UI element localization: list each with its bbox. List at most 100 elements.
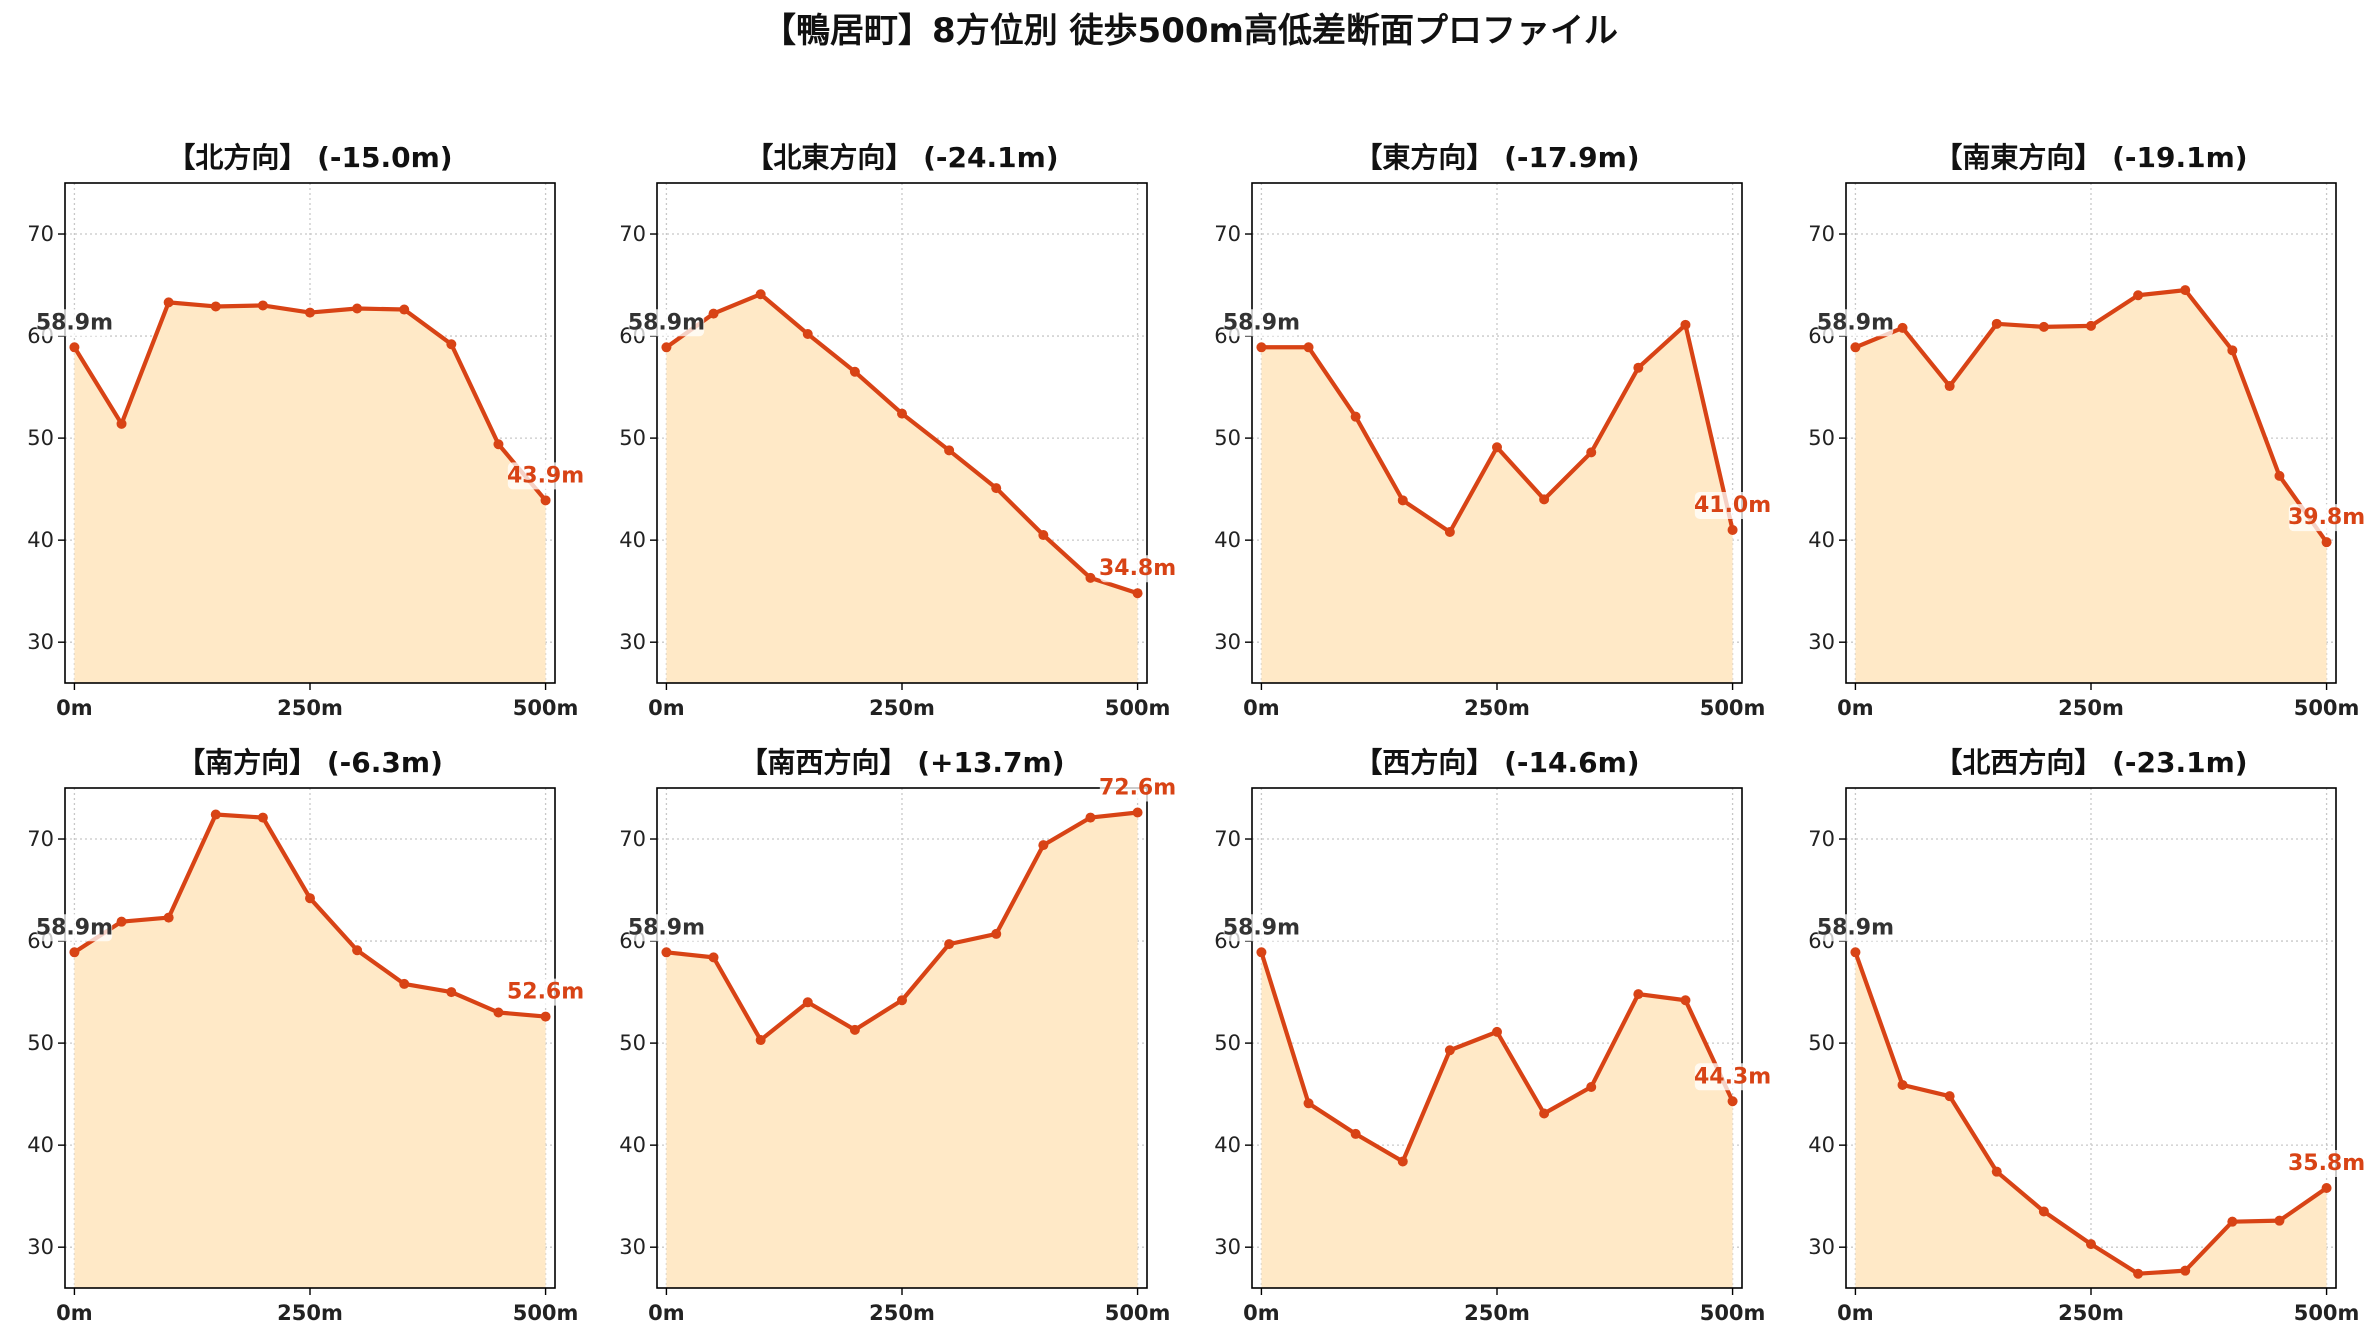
end-value-label-bg — [1694, 1063, 1771, 1091]
start-value-label: 58.9m — [628, 310, 705, 335]
data-point — [2133, 290, 2144, 301]
data-point — [708, 952, 719, 963]
data-point — [540, 1011, 551, 1022]
y-tick-label: 50 — [1214, 1031, 1241, 1055]
data-point — [944, 445, 955, 456]
start-value-label-bg — [628, 309, 705, 337]
x-tick-label: 500m — [513, 696, 579, 720]
data-point — [2180, 285, 2191, 296]
y-tick-label: 30 — [27, 1235, 54, 1259]
data-point — [849, 1024, 860, 1035]
x-tick-label: 0m — [56, 696, 93, 720]
start-value-label: 58.9m — [36, 310, 113, 335]
start-value-label-bg — [1223, 914, 1300, 942]
end-value-label-bg — [2288, 1150, 2365, 1177]
x-tick-label: 250m — [1464, 1301, 1530, 1325]
data-point — [944, 939, 955, 950]
end-value-label: 72.6m — [1099, 775, 1176, 800]
data-point — [1303, 342, 1314, 353]
data-point — [849, 366, 860, 377]
x-tick-label: 250m — [869, 1301, 935, 1325]
end-value-label-bg — [1694, 491, 1771, 519]
data-point — [661, 342, 672, 353]
data-point — [446, 339, 457, 350]
end-value-label: 44.3m — [1694, 1064, 1771, 1089]
data-point — [399, 304, 410, 315]
data-point — [1397, 1156, 1408, 1167]
x-tick-label: 250m — [2058, 1301, 2124, 1325]
subplot-1: 【北方向】 (-15.0m)30405060700m250m500m58.9m4… — [27, 141, 584, 720]
start-value-label-bg — [628, 914, 705, 942]
data-point — [1991, 1166, 2002, 1177]
subplot-title: 【東方向】 (-17.9m) — [1354, 141, 1639, 174]
start-value-label: 58.9m — [36, 915, 113, 940]
data-point — [1897, 1079, 1908, 1090]
data-point — [1256, 342, 1267, 353]
data-point — [897, 408, 907, 419]
data-point — [399, 978, 410, 989]
data-point — [1350, 411, 1361, 422]
data-point — [1350, 1128, 1361, 1139]
y-tick-label: 30 — [619, 630, 646, 654]
y-tick-label: 70 — [619, 827, 646, 851]
data-point — [1492, 442, 1502, 453]
data-point — [897, 995, 907, 1006]
data-point — [2086, 1239, 2096, 1250]
subplot-title: 【北方向】 (-15.0m) — [167, 141, 452, 174]
data-point — [1680, 995, 1691, 1006]
start-value-label: 58.9m — [1223, 915, 1300, 940]
y-tick-label: 40 — [1214, 1133, 1241, 1157]
x-tick-label: 250m — [1464, 696, 1530, 720]
y-tick-label: 30 — [619, 1235, 646, 1259]
area-fill — [666, 294, 1138, 683]
end-value-label-bg — [1099, 555, 1176, 583]
x-tick-label: 0m — [1243, 696, 1280, 720]
x-tick-label: 500m — [513, 1301, 579, 1325]
x-tick-label: 0m — [1243, 1301, 1280, 1325]
y-tick-label: 70 — [1214, 827, 1241, 851]
data-point — [1038, 840, 1049, 851]
end-value-label: 41.0m — [1694, 493, 1771, 518]
x-tick-label: 0m — [1837, 696, 1874, 720]
data-point — [1633, 362, 1644, 373]
data-point — [493, 1007, 504, 1018]
data-point — [1586, 1081, 1597, 1092]
data-point — [755, 1035, 766, 1046]
data-point — [1727, 1096, 1738, 1107]
end-value-label-bg — [2288, 504, 2365, 532]
data-point — [1991, 318, 2002, 329]
data-point — [1132, 588, 1143, 599]
data-point — [1944, 381, 1955, 392]
end-value-label: 35.8m — [2288, 1151, 2365, 1176]
data-point — [1850, 947, 1861, 958]
x-tick-label: 500m — [1105, 1301, 1171, 1325]
data-point — [1680, 319, 1691, 330]
end-value-label: 52.6m — [507, 980, 584, 1005]
x-tick-label: 500m — [1700, 696, 1766, 720]
start-value-label-bg — [1223, 309, 1300, 337]
end-value-label-bg — [1099, 774, 1176, 802]
x-tick-label: 500m — [1105, 696, 1171, 720]
subplot-title: 【南西方向】 (+13.7m) — [739, 746, 1064, 779]
data-point — [210, 301, 221, 312]
subplot-2: 【北東方向】 (-24.1m)30405060700m250m500m58.9m… — [619, 141, 1176, 720]
y-tick-label: 50 — [27, 426, 54, 450]
end-value-label-bg — [507, 462, 584, 490]
x-tick-label: 0m — [56, 1301, 93, 1325]
y-tick-label: 50 — [1808, 426, 1835, 450]
y-tick-label: 40 — [619, 1133, 646, 1157]
data-point — [708, 308, 719, 319]
data-point — [540, 495, 551, 506]
data-point — [991, 928, 1002, 939]
x-tick-label: 0m — [648, 1301, 685, 1325]
area-fill — [1261, 952, 1733, 1288]
data-point — [257, 300, 268, 311]
start-value-label-bg — [1817, 914, 1894, 942]
y-tick-label: 50 — [1808, 1031, 1835, 1055]
subplot-6: 【南西方向】 (+13.7m)30405060700m250m500m58.9m… — [619, 746, 1176, 1325]
y-tick-label: 40 — [27, 528, 54, 552]
end-value-label: 43.9m — [507, 463, 584, 488]
start-value-label-bg — [36, 309, 113, 337]
x-tick-label: 250m — [2058, 696, 2124, 720]
